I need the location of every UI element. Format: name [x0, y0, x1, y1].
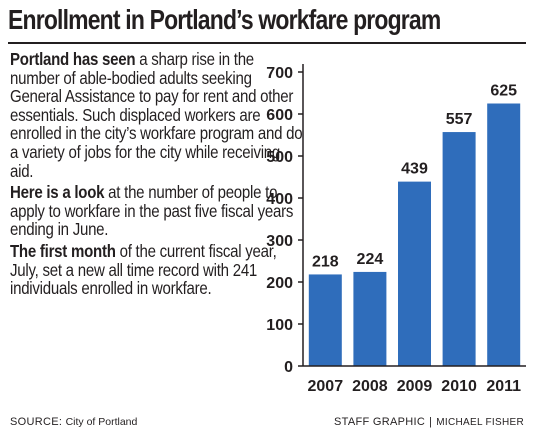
paragraph-2-lead: Here is a look — [10, 182, 105, 203]
paragraph-2: Here is a look at the number of people t… — [10, 183, 307, 239]
credit-label: STAFF GRAPHIC — [334, 416, 426, 428]
credit-separator: | — [429, 416, 433, 428]
source-label: SOURCE: — [10, 416, 63, 428]
source-value: City of Portland — [65, 416, 138, 428]
headline-rule — [8, 42, 526, 44]
story-text: Portland has seen a sharp rise in the nu… — [10, 50, 310, 301]
bar-2007 — [308, 274, 342, 366]
x-category-label: 2007 — [308, 378, 344, 395]
y-tick-label: 600 — [266, 107, 293, 124]
y-tick-label: 700 — [266, 65, 293, 82]
paragraph-1: Portland has seen a sharp rise in the nu… — [10, 50, 307, 180]
bar-2009 — [398, 181, 431, 366]
x-category-label: 2008 — [352, 378, 388, 395]
x-category-label: 2011 — [486, 378, 521, 395]
paragraph-3-body: of the current fiscal year, July, set a … — [10, 240, 277, 299]
data-label: 557 — [446, 111, 473, 128]
bar-2011 — [487, 103, 521, 366]
y-tick-label: 500 — [266, 149, 293, 166]
paragraph-1-lead: Portland has seen — [10, 49, 136, 69]
data-label: 218 — [312, 253, 339, 270]
credit-line: STAFF GRAPHIC | MICHAEL FISHER — [334, 416, 524, 428]
y-tick-label: 100 — [266, 317, 293, 334]
y-tick-label: 0 — [284, 359, 293, 376]
paragraph-3-lead: The first month — [10, 240, 116, 261]
x-category-label: 2010 — [441, 378, 477, 395]
headline: Enrollment in Portland’s workfare progra… — [8, 4, 441, 35]
data-label: 439 — [401, 161, 428, 178]
bar-2010 — [442, 132, 476, 366]
y-tick-label: 300 — [266, 233, 293, 250]
credit-name: MICHAEL FISHER — [436, 417, 524, 428]
paragraph-3: The first month of the current fiscal ye… — [10, 242, 307, 298]
source-line: SOURCE: City of Portland — [10, 416, 137, 428]
y-tick-label: 200 — [266, 275, 293, 292]
paragraph-1-body: a sharp rise in the number of able-bodie… — [10, 49, 303, 181]
y-tick-label: 400 — [266, 191, 293, 208]
data-label: 625 — [490, 83, 517, 100]
x-category-label: 2009 — [397, 378, 433, 395]
bar-2008 — [353, 271, 387, 366]
data-label: 224 — [357, 251, 384, 268]
paragraph-2-body: at the number of people to apply to work… — [10, 182, 294, 240]
